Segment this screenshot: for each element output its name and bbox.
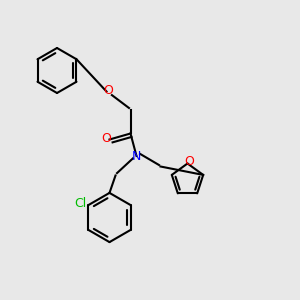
Text: O: O <box>102 131 111 145</box>
Text: O: O <box>184 154 194 168</box>
Text: Cl: Cl <box>75 197 87 210</box>
Text: O: O <box>103 83 113 97</box>
Text: N: N <box>132 149 141 163</box>
